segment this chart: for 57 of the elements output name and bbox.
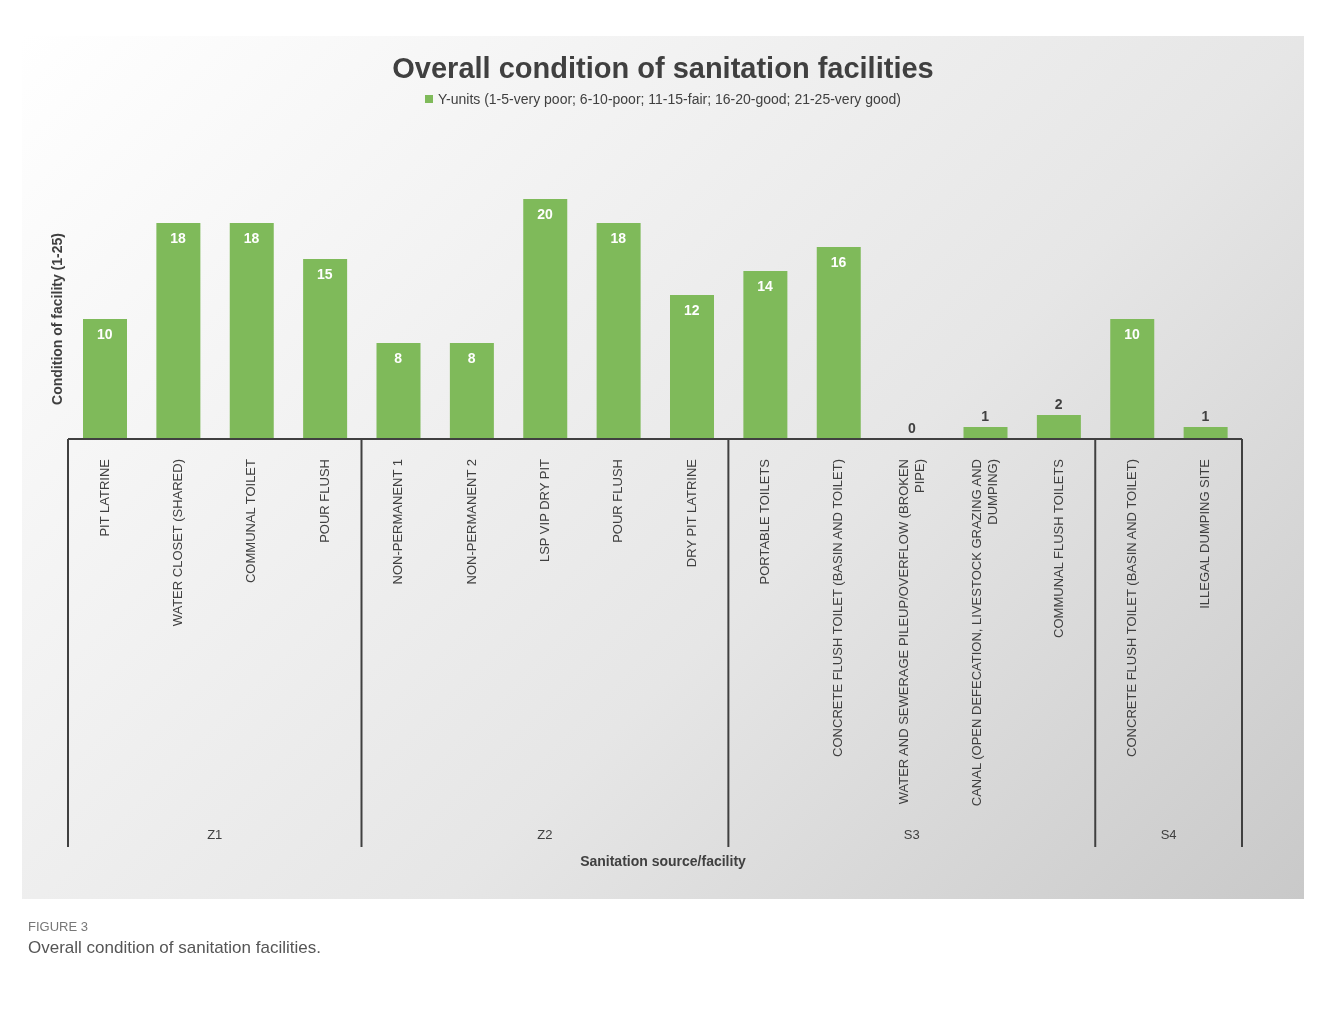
x-axis-title: Sanitation source/facility xyxy=(579,853,747,869)
x-tick-label: PORTABLE TOILETS xyxy=(757,458,773,585)
data-label: 10 xyxy=(96,326,113,342)
data-label: 0 xyxy=(907,420,916,436)
data-label: 8 xyxy=(467,350,476,366)
x-tick-label: DRY PIT LATRINE xyxy=(683,458,699,568)
data-label: 10 xyxy=(1124,326,1140,342)
text: S4 xyxy=(1160,827,1177,842)
text: Overall condition of sanitation facilities. xyxy=(28,938,322,958)
data-label: 18 xyxy=(170,230,187,246)
bar xyxy=(449,343,494,439)
bar xyxy=(376,343,421,439)
bar xyxy=(596,223,641,439)
data-label: 18 xyxy=(610,230,627,246)
bar xyxy=(963,427,1008,439)
bar xyxy=(816,247,861,439)
x-tick-label: WATER AND SEWERAGE PILEUP/OVERFLOW (BROKEN PIPE) xyxy=(895,459,927,805)
y-axis-title: Condition of facility (1-25) xyxy=(49,233,65,405)
text: S3 xyxy=(903,827,920,842)
x-tick-label: POUR FLUSH xyxy=(316,459,332,543)
x-tick-label: LSP VIP DRY PIT xyxy=(536,458,552,563)
bar xyxy=(303,259,348,439)
x-tick-label: NON-PERMANENT 1 xyxy=(390,459,406,585)
bar xyxy=(229,223,274,439)
data-label: 1 xyxy=(1201,408,1210,424)
x-tick-label: CANAL (OPEN DEFECATION, LIVESTOCK GRAZING AND DUMPING) xyxy=(969,459,1001,807)
data-label: 12 xyxy=(683,302,700,318)
data-label: 1 xyxy=(981,408,990,424)
text: Z1 xyxy=(207,827,223,842)
data-label: 15 xyxy=(317,266,333,282)
bar xyxy=(670,295,714,439)
x-tick-label: CONCRETE FLUSH TOILET (BASIN AND TOILET) xyxy=(1123,459,1139,757)
bar xyxy=(743,271,788,439)
x-tick-label: COMMUNAL FLUSH TOILETS xyxy=(1050,458,1066,638)
data-label: 18 xyxy=(243,230,260,246)
data-label: 20 xyxy=(537,206,553,222)
bar xyxy=(83,319,127,439)
data-label: 14 xyxy=(757,278,774,294)
bar xyxy=(1110,319,1155,439)
data-label: 2 xyxy=(1054,396,1063,412)
data-label: 16 xyxy=(830,254,847,270)
x-tick-label: NON-PERMANENT 2 xyxy=(463,459,479,585)
x-tick-label: COMMUNAL TOILET xyxy=(243,458,259,584)
data-label: 8 xyxy=(394,350,403,366)
bar xyxy=(523,199,568,439)
text: Z2 xyxy=(537,827,553,842)
bar xyxy=(1183,427,1228,439)
x-tick-label: POUR FLUSH xyxy=(610,459,626,543)
chart-title: Overall condition of sanitation facilities xyxy=(391,52,935,85)
x-tick-label: WATER CLOSET (SHARED) xyxy=(170,459,186,627)
legend-label: Y-units (1-5-very poor; 6-10-poor; 11-15-fair; 16-20-good; 21-25-very good) xyxy=(437,91,902,107)
caption: FIGURE 3 xyxy=(28,919,89,934)
x-tick-label: PIT LATRINE xyxy=(96,458,112,537)
x-tick-label: ILLEGAL DUMPING SITE xyxy=(1197,458,1213,609)
bar xyxy=(1036,415,1081,439)
x-tick-label: CONCRETE FLUSH TOILET (BASIN AND TOILET) xyxy=(830,459,846,757)
bar xyxy=(156,223,201,439)
